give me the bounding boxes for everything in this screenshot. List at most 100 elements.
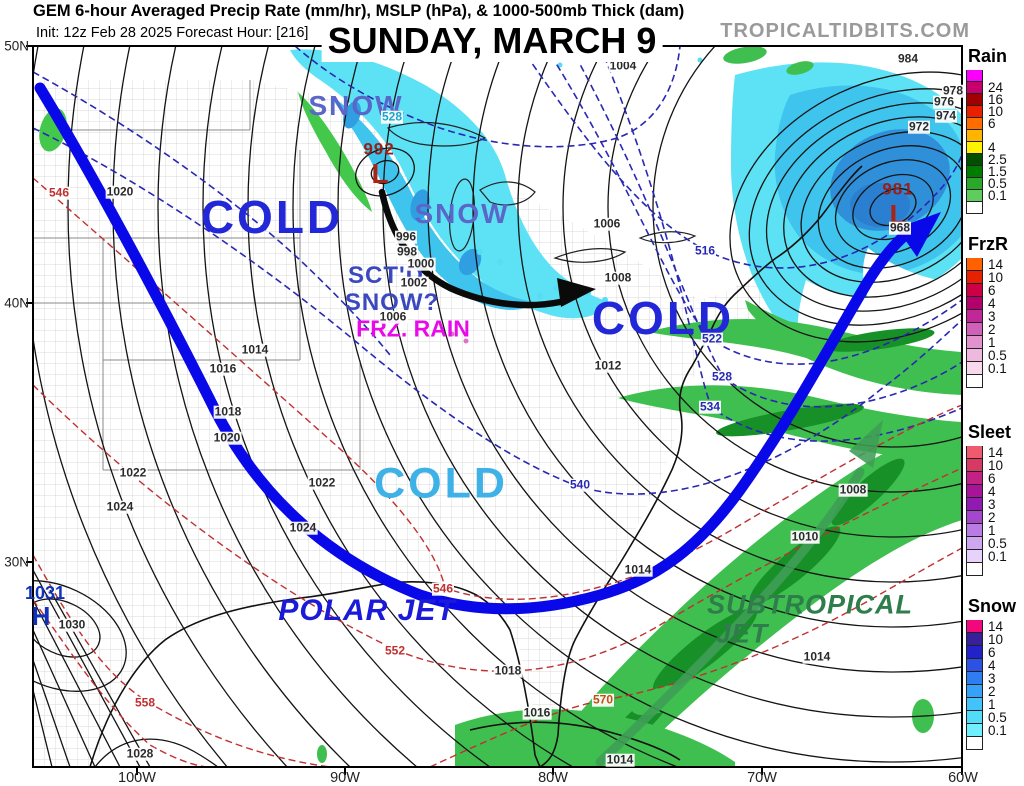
legend-swatch — [966, 284, 983, 297]
map-title: GEM 6-hour Averaged Precip Rate (mm/hr),… — [33, 2, 685, 20]
legend-swatch — [966, 511, 983, 524]
legend-swatch — [966, 106, 983, 118]
legend-swatch — [966, 711, 983, 724]
legend-value: 10 — [988, 631, 1004, 647]
legend-swatch — [966, 524, 983, 537]
land-counties — [33, 80, 790, 767]
legend-row: 2 — [966, 685, 1016, 698]
legend-row: 6 — [966, 117, 1007, 130]
legend-swatch — [966, 70, 983, 82]
legend-row: 14 — [966, 258, 1008, 271]
legend-value: 4 — [988, 657, 996, 673]
legend-row: 6 — [966, 646, 1016, 659]
legend-section-snow: Snow 14 10 6 4 3 2 1 0.5 0.1 — [966, 596, 1016, 750]
legend-row: 1 — [966, 698, 1016, 711]
legend-swatch — [966, 737, 983, 750]
legend-value: 0.5 — [988, 176, 1007, 192]
legend-swatch — [966, 620, 983, 633]
legend-heading: Rain — [968, 46, 1008, 66]
legend-value: 10 — [988, 104, 1004, 120]
legend-value: 4 — [988, 140, 996, 156]
legend-value: 0.1 — [988, 722, 1007, 738]
legend-swatch — [966, 646, 983, 659]
legend-value: 14 — [988, 256, 1004, 272]
legend-swatch — [966, 446, 983, 459]
legend-row: 24 — [966, 80, 1007, 96]
legend-swatch — [966, 498, 983, 511]
legend-value: 1 — [988, 522, 996, 538]
legend-row: 2.5 — [966, 153, 1007, 166]
legend-row: 0.1 — [966, 550, 1011, 563]
legend-swatch — [966, 323, 983, 336]
legend-swatch — [966, 550, 983, 563]
legend-value: 0.5 — [988, 535, 1007, 551]
legend-value: 6 — [988, 470, 996, 486]
legend-swatch — [966, 178, 983, 190]
legend-swatch — [966, 271, 983, 284]
legend-swatch — [966, 94, 983, 106]
legend-value: 0.5 — [988, 347, 1007, 363]
legend-row: 3 — [966, 310, 1008, 323]
legend-row: 4 — [966, 485, 1011, 498]
legend-value: 16 — [988, 92, 1004, 108]
legend-swatch — [966, 724, 983, 737]
legend-value: 2 — [988, 509, 996, 525]
legend-row: 10 — [966, 633, 1016, 646]
legend-heading: FrzR — [968, 234, 1008, 254]
legend-value: 0.1 — [988, 360, 1007, 376]
coastline — [89, 165, 863, 767]
legend-row: 0.5 — [966, 711, 1016, 724]
valid-date: SUNDAY, MARCH 9 — [321, 20, 663, 62]
legend-swatch — [966, 698, 983, 711]
legend-heading: Sleet — [968, 422, 1012, 442]
legend-swatch — [966, 336, 983, 349]
legend-value: 4 — [988, 295, 996, 311]
legend-row: 1 — [966, 524, 1011, 537]
legend-value: 10 — [988, 269, 1004, 285]
state-borders — [33, 80, 361, 471]
legend-swatch — [966, 362, 983, 375]
axis-ticks — [26, 45, 963, 775]
legend-swatch — [966, 563, 983, 576]
legend-value: 0.1 — [988, 548, 1007, 564]
legend-row — [966, 737, 1016, 750]
watermark: TROPICALTIDBITS.COM — [720, 20, 970, 42]
legend-value: 6 — [988, 282, 996, 298]
legend-row: 14 — [966, 620, 1016, 633]
legend-value: 2 — [988, 683, 996, 699]
legend-value: 3 — [988, 308, 996, 324]
legend-value: 1 — [988, 696, 996, 712]
legend-row — [966, 375, 1008, 388]
legend-swatch — [966, 142, 983, 154]
legend-row: 1.5 — [966, 164, 1007, 180]
polar-jet-arrow — [34, 82, 941, 615]
legend-swatch — [966, 118, 983, 130]
legend-row: 4 — [966, 140, 1007, 156]
legend-swatch — [966, 310, 983, 323]
legend-swatch — [966, 190, 983, 202]
legend-swatch — [966, 166, 983, 178]
legend-row: 0.5 — [966, 537, 1011, 550]
legend-row: 10 — [966, 459, 1011, 472]
legend-section-frzr: FrzR 14 10 6 4 3 2 1 0.5 0.1 — [966, 234, 1008, 388]
legend-row: 14 — [966, 446, 1011, 459]
legend-row: 6 — [966, 472, 1011, 485]
legend-value: 0.5 — [988, 709, 1007, 725]
legend-swatch — [966, 659, 983, 672]
legend-value: 0.1 — [988, 188, 1007, 204]
legend-value: 3 — [988, 670, 996, 686]
precip-type-legend: Rain 24 16 10 6 4 2.5 1.5 0.5 0.1 FrzR 14 10 6 4 3 2 1 0.5… — [966, 0, 1024, 786]
legend-value: 1.5 — [988, 164, 1007, 180]
legend-row: 10 — [966, 271, 1008, 284]
legend-value: 4 — [988, 483, 996, 499]
legend-value: 24 — [988, 80, 1004, 96]
legend-value: 3 — [988, 496, 996, 512]
legend-swatch — [966, 672, 983, 685]
legend-swatch — [966, 472, 983, 485]
legend-value: 14 — [988, 444, 1004, 460]
legend-value: 2 — [988, 321, 996, 337]
legend-swatch — [966, 202, 983, 214]
legend-swatch — [966, 154, 983, 166]
